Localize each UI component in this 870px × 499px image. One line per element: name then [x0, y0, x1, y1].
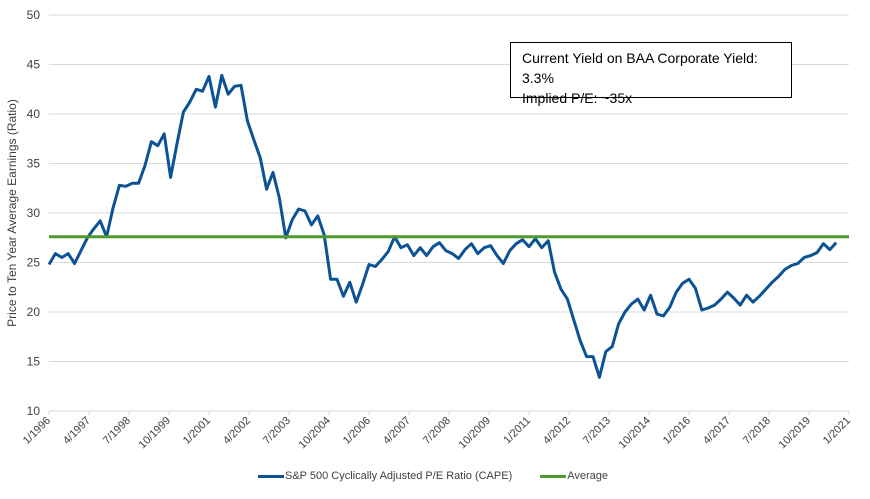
y-tick-label: 50 — [27, 8, 41, 22]
annotation-line-2: Implied P/E: ~35x — [522, 90, 633, 106]
series-cape-line — [47, 73, 838, 379]
x-tick-label: 4/1997 — [61, 415, 93, 447]
annotation-line-1: Current Yield on BAA Corporate Yield: 3.… — [522, 50, 758, 86]
legend-label-average: Average — [567, 470, 609, 482]
x-tick-label: 7/2013 — [581, 415, 613, 447]
x-tick-label: 4/2012 — [541, 415, 573, 447]
y-axis-label: Price to Ten Year Average Earnings (Rati… — [5, 99, 19, 327]
x-tick-label: 10/1999 — [137, 415, 174, 452]
y-tick-label: 35 — [27, 157, 41, 171]
y-tick-label: 40 — [27, 107, 41, 121]
x-tick-label: 10/2004 — [297, 415, 334, 452]
y-tick-label: 20 — [27, 305, 41, 319]
x-tick-label: 4/2007 — [381, 415, 413, 447]
x-tick-label: 1/2016 — [661, 415, 693, 447]
legend-label-cape: S&P 500 Cyclically Adjusted P/E Ratio (C… — [285, 470, 513, 482]
y-tick-label: 15 — [27, 355, 41, 369]
y-tick-label: 30 — [27, 206, 41, 220]
x-tick-label: 1/2011 — [501, 415, 533, 447]
x-tick-label: 7/2008 — [421, 415, 453, 447]
x-axis-ticks: 1/1996 4/1997 7/1998 10/1999 1/2001 4/2002 7/2… — [21, 411, 853, 451]
legend: S&P 500 Cyclically Adjusted P/E Ratio (C… — [258, 470, 636, 482]
y-tick-label: 10 — [27, 404, 41, 418]
x-tick-label: 1/2021 — [821, 415, 853, 447]
y-axis-ticks: 10 15 20 25 30 35 40 45 50 — [27, 8, 41, 418]
x-tick-label: 1/1996 — [21, 415, 53, 447]
annotation-box: Current Yield on BAA Corporate Yield: 3.… — [510, 42, 792, 106]
x-tick-label: 4/2002 — [221, 415, 253, 447]
y-tick-label: 25 — [27, 256, 41, 270]
x-tick-label: 1/2001 — [181, 415, 213, 447]
series-group — [47, 73, 849, 379]
x-tick-label: 10/2019 — [777, 415, 814, 452]
x-tick-label: 1/2006 — [341, 415, 373, 447]
legend-item-cape[interactable]: S&P 500 Cyclically Adjusted P/E Ratio (C… — [258, 470, 512, 482]
x-tick-label: 7/2003 — [261, 415, 293, 447]
x-tick-label: 10/2009 — [457, 415, 494, 452]
legend-item-average[interactable]: Average — [540, 470, 608, 482]
y-tick-label: 45 — [27, 58, 41, 72]
legend-swatch-average — [540, 474, 567, 478]
x-tick-label: 7/2018 — [741, 415, 773, 447]
legend-swatch-cape — [258, 474, 284, 478]
x-tick-label: 10/2014 — [617, 415, 654, 452]
x-tick-label: 4/2017 — [701, 415, 733, 447]
x-tick-label: 7/1998 — [101, 415, 133, 447]
